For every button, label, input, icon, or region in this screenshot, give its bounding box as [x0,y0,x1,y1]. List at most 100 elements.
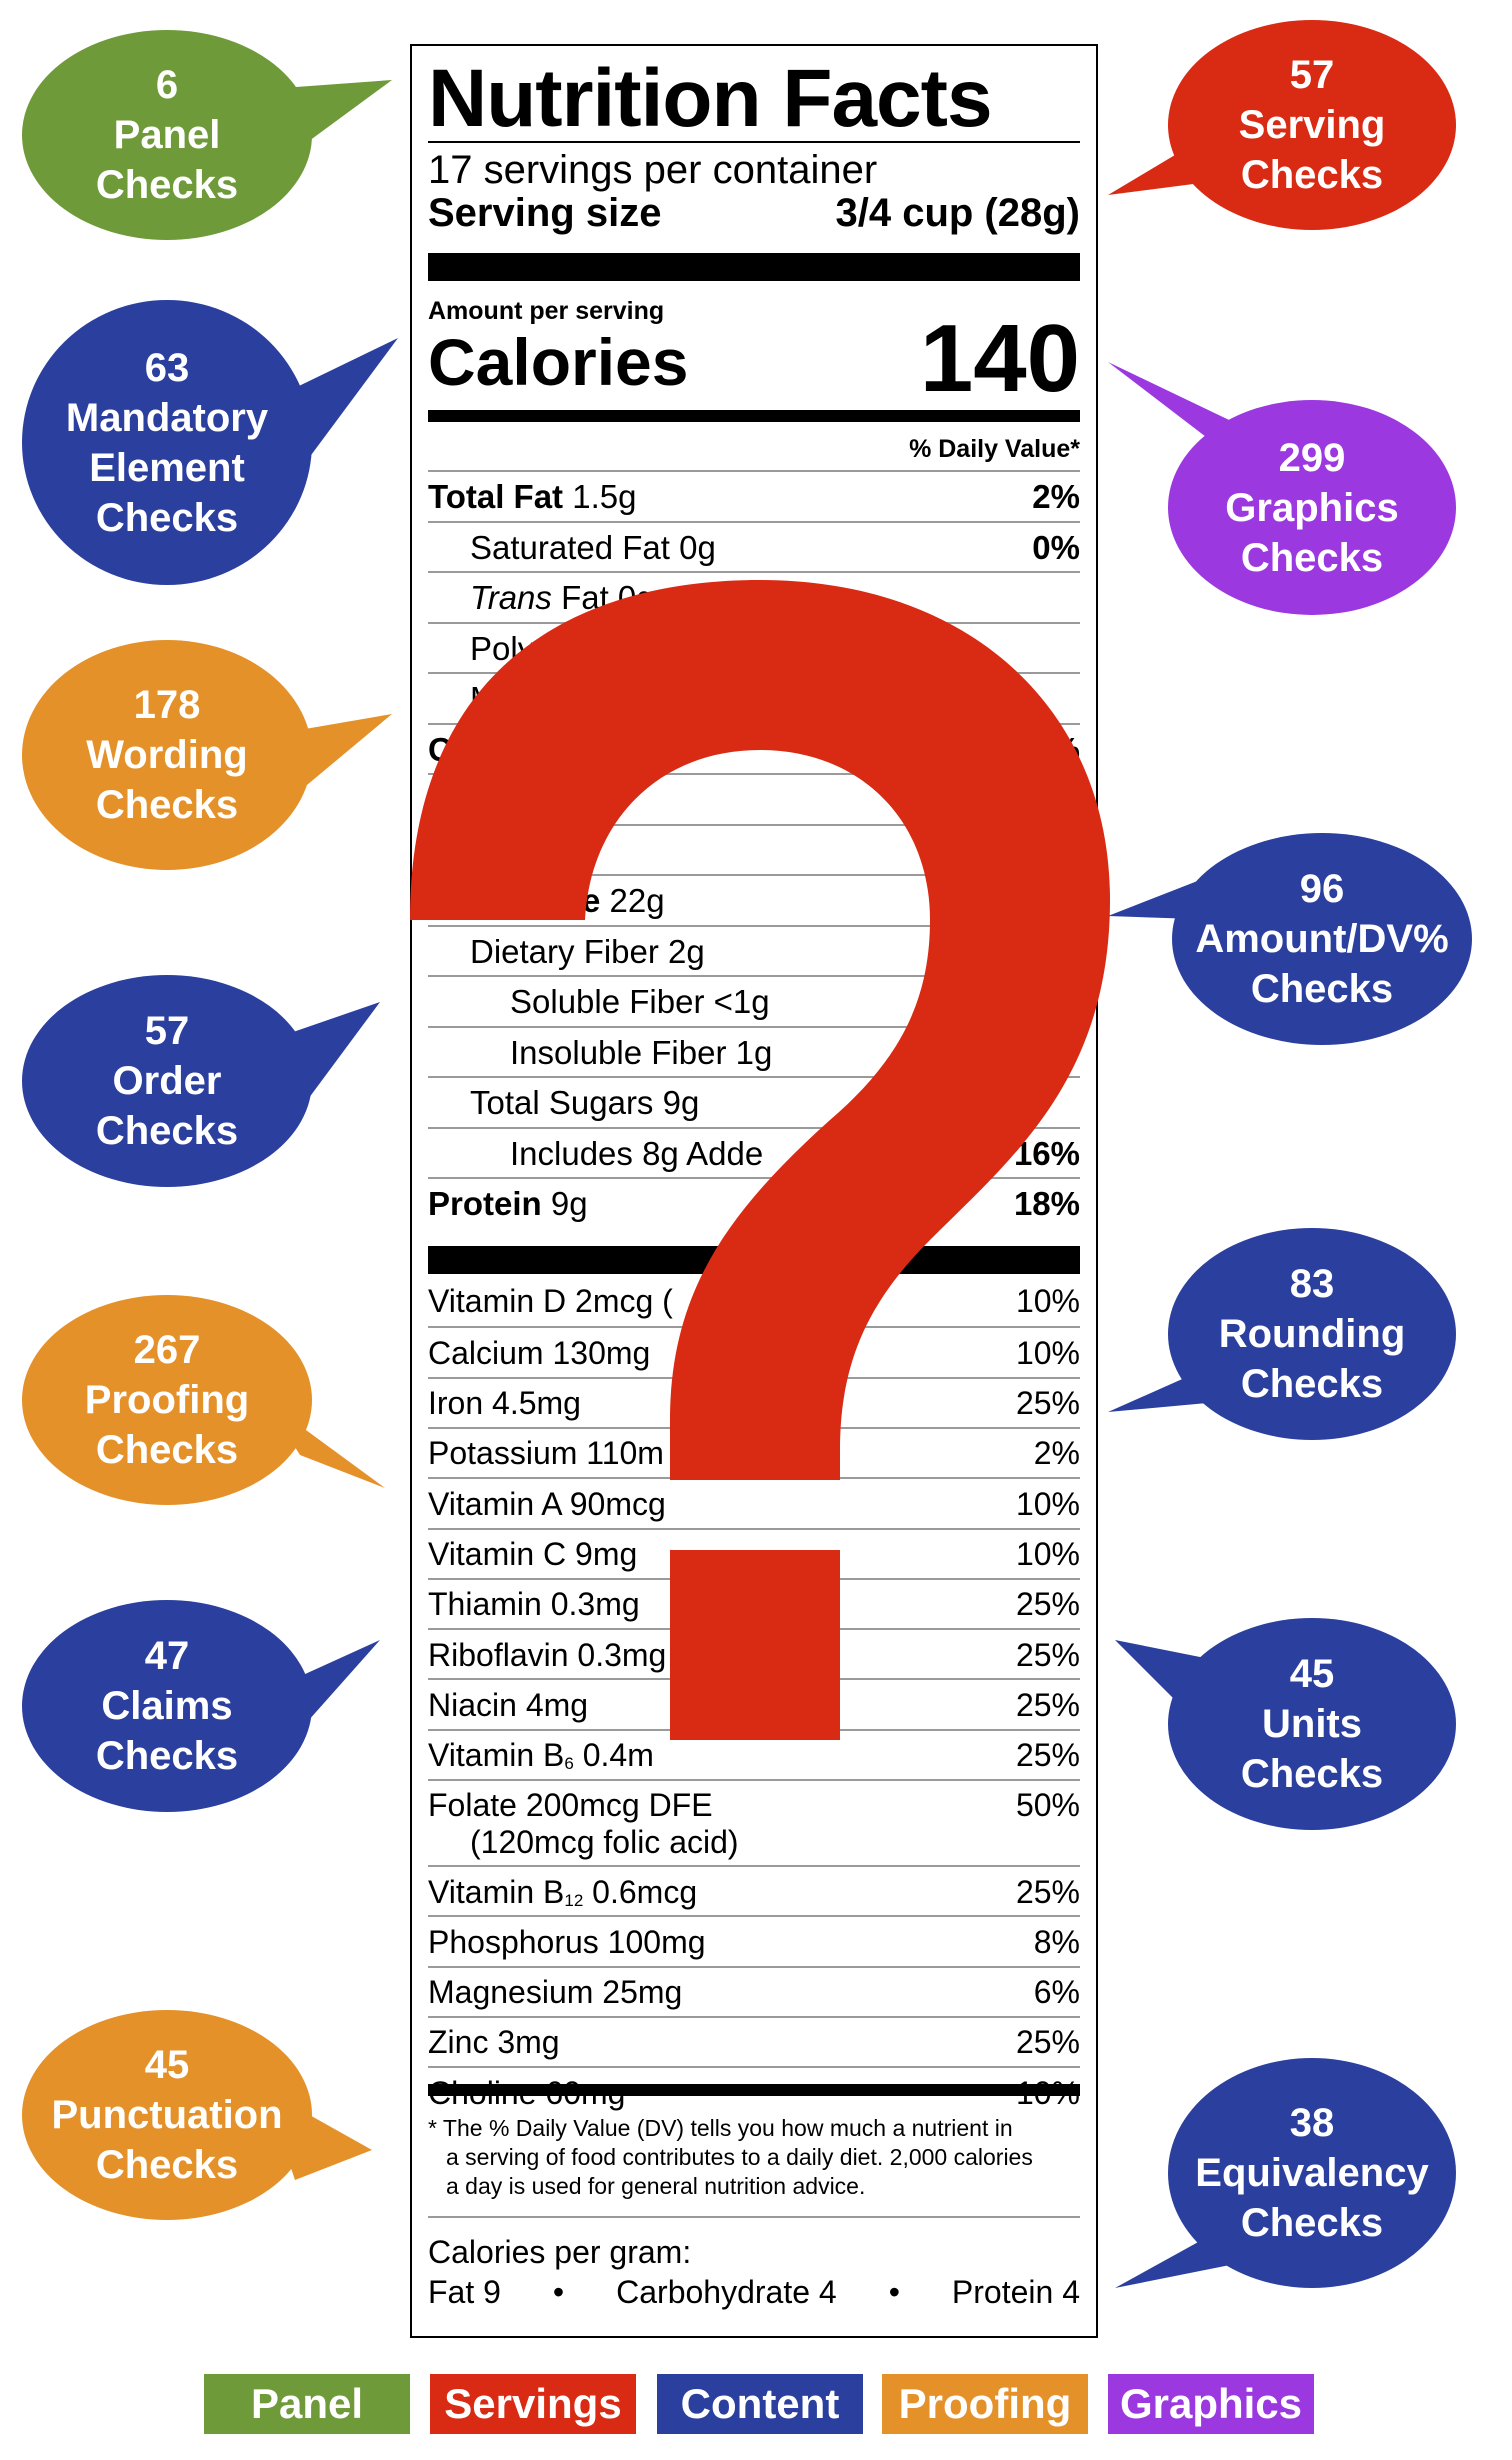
vitamin-name: Folate 200mcg DFE (120mcg folic acid) [428,1787,739,1860]
nutrient-name: Total Fat 1.5g [428,478,637,515]
check-count: 299 [1278,435,1346,480]
check-count: 38 [1289,2101,1335,2145]
check-count: 6 [155,63,179,107]
bubble-body [1172,833,1472,1045]
bubble-text: 57 Order Checks [22,975,312,1187]
footnote-line: a serving of food contributes to a daily… [446,2144,1033,2170]
bubble-body [1168,1228,1456,1440]
amount-per-serving: Amount per serving [428,297,665,325]
check-label: Equivalency [1195,2151,1429,2195]
vitamin-daily-value: 6% [1033,1974,1080,2011]
check-count: 45 [1289,1652,1335,1696]
bubble-body [22,1295,312,1505]
check-count: 45 [144,2043,190,2087]
bubble-text: 267 Proofing Checks [22,1295,312,1505]
footnote: * The % Daily Value (DV) tells you how m… [428,2114,1080,2201]
vitamin-daily-value: 25% [1015,1873,1080,1910]
calories-value: 140 [919,305,1080,412]
label-title: Nutrition Facts [428,53,993,144]
legend: Panel Servings Content Proofing Graphics [0,2374,1512,2436]
bullet: • [552,2274,565,2310]
cpg-carbohydrate: Carbohydrate 4 [616,2274,837,2310]
bubble-body [22,300,312,585]
legend-content: Content [657,2374,863,2434]
thick-divider [428,253,1080,281]
bubble-body [22,2010,312,2220]
calories-per-gram-title: Calories per gram: [428,2234,692,2270]
check-label: Checks [1240,1362,1384,1406]
vitamin-name: Phosphorus 100mg [428,1923,706,1960]
vitamin-row: Vitamin B12 0.6mcg 25% [428,1865,1080,1917]
check-label: Rounding [1218,1312,1406,1356]
vitamin-row: Zinc 3mg 25% [428,2015,1080,2068]
bubble-text: 83 Rounding Checks [1168,1228,1456,1440]
check-count: 57 [1289,53,1335,97]
nutrient-daily-value: 2% [1032,478,1080,515]
bubble-text: 45 Punctuation Checks [22,2010,312,2220]
check-label: Claims [101,1684,233,1728]
vitamin-daily-value: 25% [1015,1686,1080,1723]
nutrient-row: Total Fat 1.5g 2% [428,470,1080,522]
check-label: Checks [1240,2201,1384,2245]
vitamin-row: Folate 200mcg DFE (120mcg folic acid) 50% [428,1779,1080,1865]
vitamin-name: Riboflavin 0.3mg [428,1636,667,1673]
check-label: Checks [95,1428,239,1472]
divider [428,2216,1080,2218]
cpg-fat: Fat 9 [428,2274,501,2310]
cpg-protein: Protein 4 [951,2274,1080,2310]
check-label: Serving [1238,103,1386,147]
check-count: 178 [133,683,201,727]
bubble-text: 47 Claims Checks [22,1600,312,1812]
vitamin-name: Thiamin 0.3mg [428,1586,640,1623]
bubble-text: 6 Panel Checks [22,30,312,240]
vitamin-name-line2: (120mcg folic acid) [470,1824,739,1860]
bubble-text: 178 Wording Checks [22,640,312,870]
check-label: Mandatory [65,395,269,440]
legend-servings: Servings [430,2374,636,2434]
vitamin-daily-value: 10% [1015,1485,1080,1522]
footnote-line: a day is used for general nutrition advi… [446,2173,866,2199]
vitamin-daily-value: 25% [1015,1636,1080,1673]
vitamin-daily-value: 25% [1015,1737,1080,1774]
bubble-text: 96 Amount/DV% Checks [1172,833,1472,1045]
vitamin-row: Magnesium 25mg 6% [428,1965,1080,2018]
legend-graphics: Graphics [1108,2374,1314,2434]
bubble-text: 45 Units Checks [1168,1618,1456,1830]
check-label: Checks [1250,967,1394,1011]
vitamin-name: Zinc 3mg [428,2024,560,2061]
calories-per-gram-values: Fat 9 • Carbohydrate 4 • Protein 4 [428,2274,1080,2311]
vitamin-daily-value: 25% [1015,1586,1080,1623]
check-label: Checks [95,2143,239,2187]
subscript: 6 [564,1754,574,1774]
vitamin-daily-value: 50% [1015,1787,1080,1823]
subscript: 12 [564,1890,584,1910]
check-label: Units [1262,1702,1362,1746]
divider [428,141,1080,143]
bubble-text: 57 Serving Checks [1168,20,1456,230]
medium-divider-2 [428,2084,1080,2096]
nutrient-name-bold: Total Fat [428,478,564,515]
bubble-body [22,640,312,870]
check-label: Element [89,445,245,490]
vitamin-daily-value: 25% [1015,2024,1080,2061]
bubble-text: 38 Equivalency Checks [1168,2058,1456,2288]
vitamin-row: Vitamin B6 0.4m 25% [428,1728,1080,1781]
check-label: Punctuation [51,2093,283,2137]
bubble-body [22,975,312,1187]
serving-size: Serving size 3/4 cup (28g) [428,191,1080,236]
check-count: 63 [144,345,190,390]
bubble-body [1168,20,1456,230]
bubble-tail [1108,362,1250,440]
bullet: • [888,2274,900,2310]
